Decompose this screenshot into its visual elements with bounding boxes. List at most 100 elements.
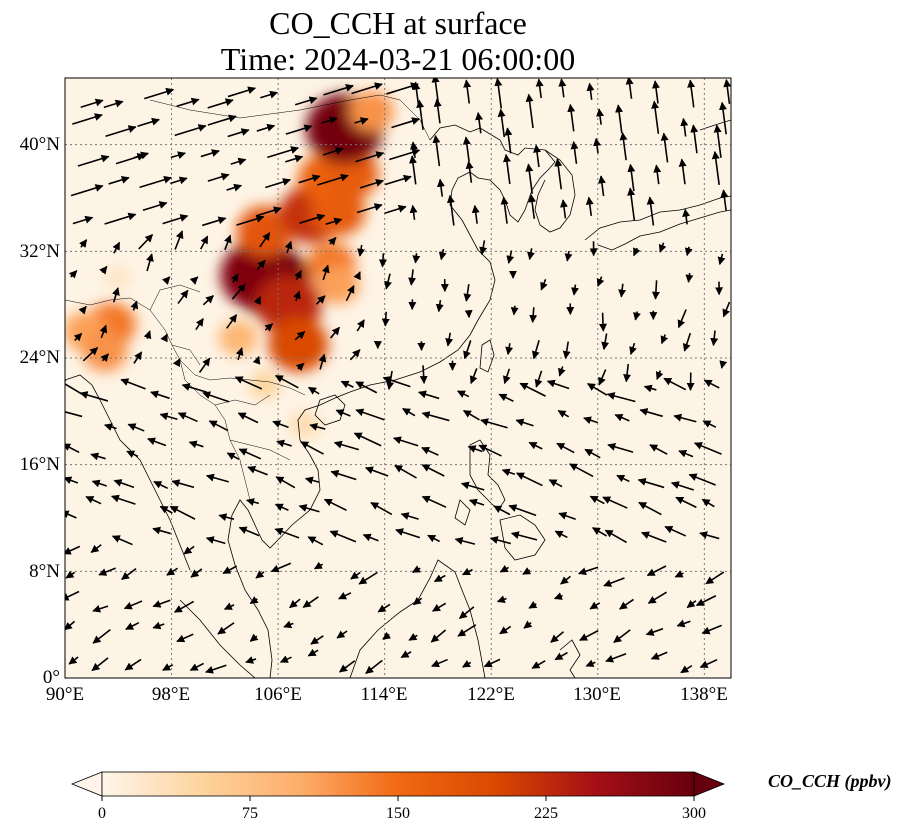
wind-arrow — [274, 503, 289, 512]
wind-arrow — [627, 187, 636, 221]
wind-arrow — [711, 150, 720, 186]
wind-arrow — [92, 604, 109, 613]
wind-arrow — [663, 377, 687, 391]
wind-arrow — [598, 369, 607, 386]
wind-arrow — [584, 448, 601, 459]
wind-arrow — [171, 479, 195, 489]
wind-arrow — [605, 652, 627, 663]
colorbar-label-75: 75 — [242, 805, 258, 822]
wind-arrow — [498, 393, 514, 402]
wind-arrow — [596, 276, 605, 287]
wind-arrow — [255, 570, 265, 579]
wind-arrow — [723, 78, 731, 104]
wind-arrow — [362, 533, 379, 542]
wind-arrow — [230, 273, 239, 283]
wind-arrow — [365, 659, 383, 675]
wind-arrow — [510, 531, 538, 541]
wind-arrow — [340, 380, 354, 389]
concentration-blob — [218, 320, 258, 356]
wind-arrow — [394, 464, 417, 479]
wind-arrow — [160, 333, 168, 343]
wind-arrow — [432, 602, 447, 612]
wind-arrow — [638, 501, 662, 516]
wind-arrow — [293, 290, 301, 302]
wind-arrow — [614, 413, 630, 422]
map-title: CO_CCH at surface — [269, 5, 527, 41]
wind-arrow — [384, 204, 407, 215]
colorbar-label-150: 150 — [386, 805, 410, 822]
wind-arrow — [501, 468, 516, 477]
wind-arrow — [525, 93, 534, 129]
wind-arrow — [189, 276, 199, 285]
wind-arrow — [65, 590, 80, 601]
wind-arrow — [471, 204, 480, 224]
wind-arrow — [613, 629, 631, 644]
wind-arrow — [207, 172, 230, 182]
wind-arrow — [412, 253, 421, 264]
wind-arrow — [705, 571, 725, 585]
wind-arrow — [218, 513, 235, 522]
wind-arrow — [321, 116, 338, 125]
wind-arrow — [651, 280, 660, 300]
wind-arrow — [646, 565, 667, 577]
wind-arrow — [91, 657, 109, 672]
wind-arrow — [719, 360, 728, 369]
wind-arrow — [130, 300, 139, 311]
wind-arrow — [416, 99, 425, 130]
wind-arrow — [91, 479, 107, 488]
wind-arrow — [189, 662, 204, 671]
wind-arrow — [202, 295, 214, 306]
wind-arrow — [496, 595, 507, 604]
wind-arrow — [560, 199, 568, 219]
wind-arrow — [528, 194, 537, 219]
wind-arrow — [177, 289, 189, 305]
wind-arrow — [427, 534, 440, 543]
wind-arrow — [152, 526, 171, 535]
wind-arrow — [359, 178, 384, 189]
wind-arrow — [478, 444, 502, 457]
wind-arrow — [237, 412, 259, 424]
wind-arrow — [355, 408, 385, 421]
wind-arrow — [335, 409, 351, 417]
wind-arrow — [627, 163, 636, 192]
wind-arrow — [123, 600, 143, 610]
wind-arrow — [701, 624, 722, 635]
wind-arrow — [138, 234, 154, 250]
wind-arrow — [460, 481, 485, 491]
wind-arrow — [245, 656, 257, 664]
wind-arrow — [190, 568, 203, 578]
wind-arrow — [169, 505, 196, 520]
wind-arrow — [90, 452, 106, 461]
wind-arrow — [159, 412, 178, 421]
wind-arrow — [364, 466, 389, 477]
wind-arrow — [722, 301, 731, 318]
wind-arrow — [226, 183, 243, 192]
wind-arrow — [499, 625, 512, 635]
wind-arrow — [238, 448, 262, 460]
wind-arrow — [336, 630, 348, 639]
wind-arrow — [713, 124, 722, 158]
wind-arrow — [173, 600, 195, 613]
wind-arrow — [315, 295, 326, 305]
concentration-blob — [268, 317, 329, 372]
wind-arrow — [143, 330, 152, 340]
wind-arrow — [504, 127, 513, 154]
wind-arrow — [227, 128, 250, 138]
wind-arrow — [217, 622, 235, 635]
wind-arrow — [256, 259, 266, 271]
wind-arrow — [475, 111, 484, 134]
wind-arrow — [402, 407, 416, 417]
wind-arrow — [437, 178, 445, 197]
wind-arrow — [152, 621, 165, 630]
wind-arrow — [113, 479, 135, 489]
wind-arrow — [676, 619, 691, 628]
wind-arrow — [462, 136, 471, 162]
wind-arrow — [647, 591, 668, 604]
wind-arrow — [591, 527, 607, 537]
wind-arrow — [355, 151, 385, 163]
wind-arrow — [223, 602, 235, 610]
wind-arrow — [682, 208, 691, 225]
wind-arrow — [144, 87, 175, 100]
lon-label-138: 138°E — [680, 684, 728, 705]
wind-arrow — [483, 658, 501, 668]
